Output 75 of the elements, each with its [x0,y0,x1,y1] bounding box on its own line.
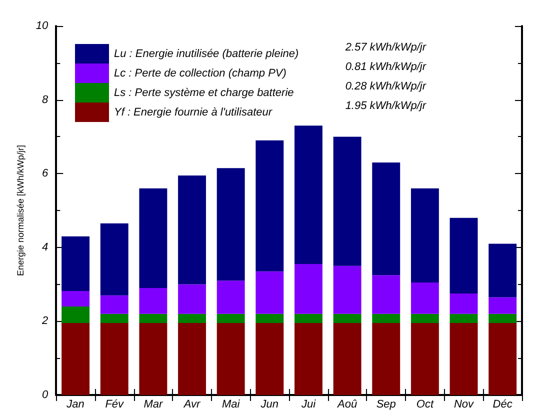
x-tick-label: Oct [416,398,434,410]
bar [256,314,284,324]
x-tick-label: Jui [300,398,316,410]
x-tick-label: Mar [144,398,164,410]
y-tick-label: 0 [42,389,50,401]
x-tick-label: Sep [376,398,396,410]
bar [62,306,90,324]
bar [216,168,245,281]
bar [333,323,362,395]
bar [410,323,439,395]
bar [178,284,206,314]
bar [450,218,478,294]
legend-label: Lu : Energie inutilisée (batterie pleine) [114,48,299,60]
bar [139,288,168,314]
bar [62,290,90,306]
legend-label: Yf : Energie fournie à l'utilisateur [114,106,274,118]
bar [410,314,439,324]
annotation: 1.95 kWh/kWp/jr [345,100,428,112]
bar [139,314,168,324]
legend-label: Lc : Perte de collection (champ PV) [114,67,287,80]
x-tick-label: Nov [454,398,476,410]
bar [294,264,322,314]
bar [216,280,245,314]
annotation: 2.57 kWh/kWp/jr [344,42,428,54]
bar [216,323,245,395]
y-tick-label: 8 [42,94,50,106]
bar [256,323,284,395]
bar [294,323,322,395]
bar [450,314,478,324]
x-tick-label: Jun [260,398,279,410]
bar [450,294,478,314]
bar [372,162,400,276]
x-tick-label: Mai [222,398,240,410]
bar [488,244,517,298]
bar [100,314,128,324]
x-tick-label: Déc [492,398,513,410]
bar [372,314,400,324]
bar [256,140,284,272]
y-tick-label: 10 [36,20,50,32]
bar [256,271,284,314]
bar [178,323,206,395]
bar [372,323,400,395]
bar [178,314,206,324]
bar [100,323,128,395]
bar [216,314,245,324]
bar [178,175,206,284]
y-tick-label: 2 [41,315,48,328]
bar [100,295,128,314]
bar [488,297,517,314]
bar [488,323,517,395]
bar [62,323,90,395]
bar [294,126,322,264]
bar [450,323,478,395]
bar [410,188,439,282]
x-tick-label: Aoû [336,398,358,410]
bar [294,314,322,324]
bar [333,136,362,266]
x-tick-label: Fév [105,398,126,410]
annotation: 0.28 kWh/kWp/jr [345,80,428,92]
bar [139,188,168,288]
bar [488,314,517,324]
annotation: 0.81 kWh/kWp/jr [345,61,428,73]
bar [100,223,128,296]
bar [372,275,400,314]
bar [62,236,90,291]
y-tick-label: 6 [42,168,50,180]
bar [139,323,168,395]
bar [333,266,362,314]
x-tick-label: Avr [182,398,202,410]
x-tick-label: Jan [66,398,84,410]
bar [333,314,362,324]
y-axis-title: Energie normalisée [kWh/kWp/jr] [16,144,26,276]
y-tick-label: 4 [42,241,48,254]
bar [410,282,439,314]
legend-label: Ls : Perte système et charge batterie [114,86,294,99]
